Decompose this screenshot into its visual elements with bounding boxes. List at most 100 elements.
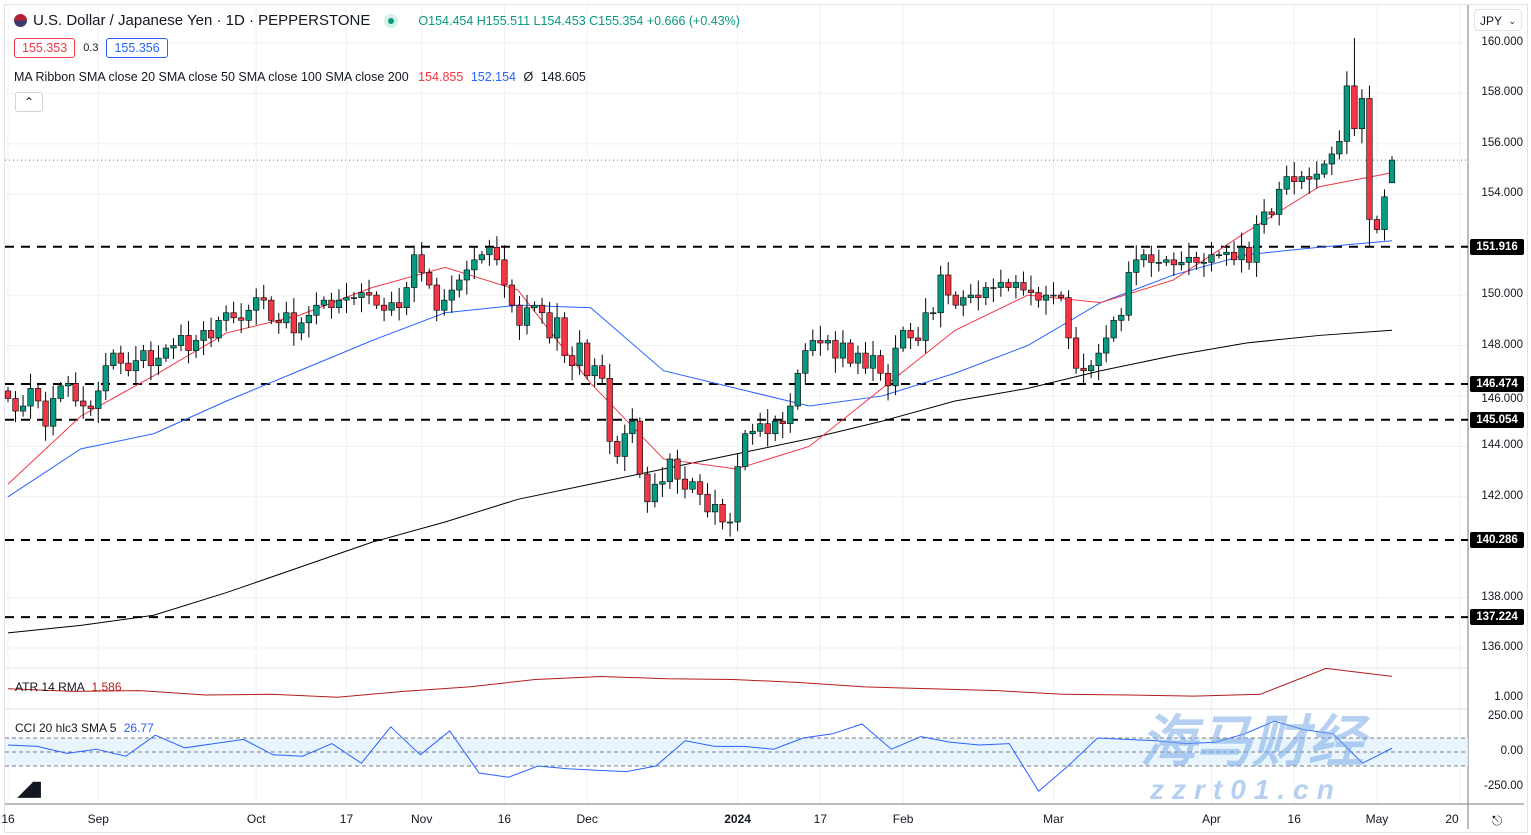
- candle: [1313, 173, 1320, 180]
- price-tick-label: 144.000: [1481, 439, 1523, 452]
- candle: [298, 322, 305, 334]
- currency-label: JPY: [1480, 14, 1503, 28]
- settings-icon[interactable]: ⎋: [1492, 813, 1503, 828]
- collapse-legend-button[interactable]: ⌃: [15, 92, 43, 112]
- candle: [411, 254, 418, 288]
- candle: [508, 284, 516, 306]
- candle: [1020, 282, 1027, 291]
- atr-tick-label: 1.000: [1494, 691, 1523, 703]
- candle: [659, 481, 666, 485]
- market-open-icon: [384, 13, 399, 28]
- candle: [1035, 292, 1042, 301]
- candle: [441, 299, 448, 311]
- candle: [110, 352, 117, 366]
- sell-button[interactable]: 155.353: [14, 38, 76, 58]
- candle: [1343, 85, 1350, 142]
- candle: [832, 340, 839, 359]
- candle: [726, 521, 734, 524]
- symbol-title[interactable]: U.S. Dollar / Japanese Yen · 1D · PEPPER…: [14, 12, 740, 29]
- candle: [1140, 254, 1147, 261]
- candle: [147, 350, 155, 366]
- candle: [997, 282, 1004, 288]
- us-jp-flag-icon: [14, 14, 27, 27]
- time-tick-label: 20: [1445, 812, 1459, 826]
- price-tick-label: 146.000: [1481, 392, 1523, 405]
- candle: [1050, 294, 1057, 297]
- candle: [569, 355, 576, 366]
- candle: [57, 385, 64, 399]
- candle: [1388, 159, 1396, 184]
- level-price-label: 137.224: [1470, 609, 1524, 626]
- candle: [4, 390, 12, 399]
- candle: [87, 405, 94, 409]
- candle: [1072, 337, 1080, 369]
- candle: [1268, 211, 1275, 215]
- candle: [335, 299, 343, 309]
- candle: [1163, 259, 1170, 263]
- cci-label: CCI 20 hlc3 SMA 5: [15, 721, 117, 735]
- candle: [1178, 262, 1185, 266]
- candle: [1328, 153, 1335, 165]
- candle: [990, 287, 997, 289]
- cci-legend[interactable]: CCI 20 hlc3 SMA 5 26.77: [15, 721, 154, 735]
- tradingview-logo[interactable]: ◢▮: [18, 778, 42, 800]
- candle: [757, 423, 764, 432]
- currency-selector[interactable]: JPY ⌄: [1474, 9, 1522, 31]
- candle: [719, 504, 726, 523]
- candle: [802, 350, 809, 374]
- candle: [696, 481, 704, 495]
- candle: [140, 350, 147, 361]
- cci-tick-label: 0.00: [1500, 745, 1523, 757]
- time-tick-label: Sep: [87, 812, 109, 826]
- ma-ribbon-label: MA Ribbon SMA close 20 SMA close 50 SMA …: [14, 70, 409, 84]
- candle: [1223, 251, 1230, 256]
- sma-long-line: [7, 329, 1393, 634]
- candle: [132, 360, 139, 372]
- candle: [1351, 85, 1358, 130]
- candle: [350, 297, 358, 299]
- candle: [207, 330, 215, 339]
- candle: [1103, 337, 1110, 354]
- buy-button[interactable]: 155.356: [106, 38, 168, 58]
- candle: [787, 405, 794, 424]
- candle: [313, 304, 320, 316]
- candle: [365, 292, 373, 296]
- candle: [1118, 314, 1125, 321]
- candle: [1155, 262, 1162, 264]
- spread: 0.3: [83, 42, 99, 54]
- candle: [1065, 297, 1072, 339]
- sma200-value: 148.605: [540, 70, 586, 84]
- candle: [960, 297, 967, 306]
- candle: [72, 383, 79, 402]
- candle: [742, 433, 749, 467]
- candle: [854, 352, 862, 364]
- sma20-value: 154.855: [418, 70, 464, 84]
- candle: [245, 309, 252, 321]
- candle: [223, 312, 230, 321]
- price-tick-label: 158.000: [1481, 86, 1523, 99]
- candle: [1381, 196, 1388, 230]
- candle: [433, 284, 440, 311]
- time-tick-label: 2024: [724, 812, 751, 826]
- candle: [1321, 163, 1328, 175]
- candle: [674, 458, 681, 480]
- candle: [471, 259, 478, 271]
- atr-legend[interactable]: ATR 14 RMA 1.586: [15, 680, 122, 694]
- candle: [290, 312, 297, 334]
- time-tick-label: Feb: [892, 812, 914, 826]
- candle: [19, 405, 27, 412]
- candle: [1366, 98, 1373, 220]
- candle: [1095, 352, 1102, 366]
- candle: [283, 312, 290, 324]
- candle: [666, 458, 674, 482]
- candle: [396, 302, 403, 309]
- candle: [584, 342, 591, 377]
- candle: [1208, 254, 1215, 263]
- ma-ribbon-legend[interactable]: MA Ribbon SMA close 20 SMA close 50 SMA …: [14, 70, 586, 84]
- candle: [268, 299, 275, 321]
- candle: [1193, 256, 1200, 263]
- cci-line: [7, 720, 1393, 792]
- candle: [1261, 211, 1268, 225]
- candle: [561, 317, 568, 356]
